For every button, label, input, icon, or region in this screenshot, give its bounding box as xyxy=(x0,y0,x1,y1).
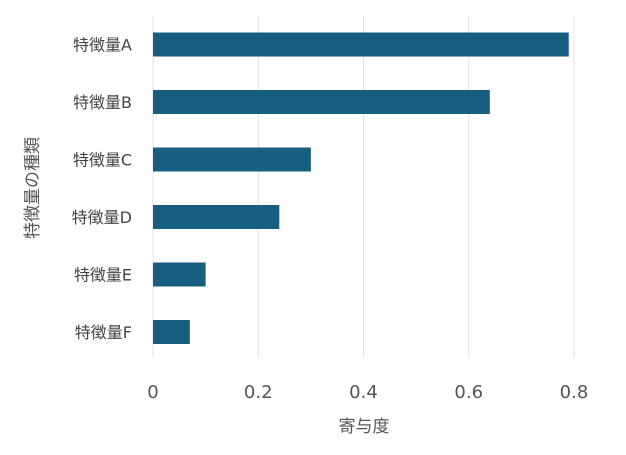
category-label: 特徴量B xyxy=(73,93,132,112)
bar xyxy=(153,320,190,344)
x-axis-title: 寄与度 xyxy=(339,417,390,437)
x-tick-labels: 0 0.2 0.4 0.6 0.8 xyxy=(147,382,588,403)
category-label: 特徴量F xyxy=(75,323,132,342)
category-label: 特徴量D xyxy=(72,208,132,227)
category-label: 特徴量C xyxy=(73,151,132,170)
bar xyxy=(153,90,490,114)
bar xyxy=(153,205,280,229)
grid-lines xyxy=(152,16,575,358)
x-tick-label: 0.8 xyxy=(560,382,589,403)
bars xyxy=(153,32,569,344)
y-axis-title: 特徴量の種類 xyxy=(23,137,43,239)
x-tick-label: 0.2 xyxy=(244,382,273,403)
x-tick-label: 0.6 xyxy=(454,382,483,403)
category-label: 特徴量A xyxy=(73,36,132,55)
x-tick-label: 0.4 xyxy=(349,382,378,403)
category-label: 特徴量E xyxy=(74,266,132,285)
x-tick-label: 0 xyxy=(147,382,158,403)
bar xyxy=(153,32,569,57)
bar xyxy=(153,262,206,287)
category-labels: 特徴量A 特徴量B 特徴量C 特徴量D 特徴量E 特徴量F xyxy=(72,36,132,343)
bar xyxy=(153,147,311,172)
